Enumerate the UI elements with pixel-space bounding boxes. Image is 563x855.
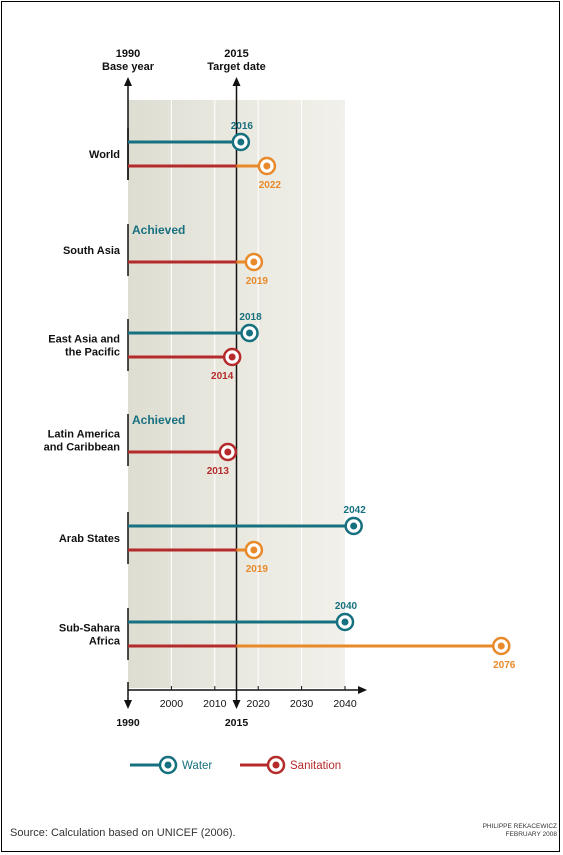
x-axis-start-label: 1990: [116, 717, 140, 729]
region-label: Latin America: [48, 429, 121, 441]
credit-author: PHILIPPE REKACEWICZ: [482, 823, 557, 830]
water-marker-dot: [246, 329, 254, 337]
sanitation-marker-dot: [263, 162, 271, 170]
base-arrow-down: [124, 700, 132, 709]
sanitation-year-label: 2019: [246, 564, 269, 575]
water-marker-dot: [350, 522, 358, 530]
water-status: Achieved: [132, 413, 185, 427]
base-year-value: 1990: [116, 48, 140, 60]
x-tick-label: 2020: [247, 698, 271, 710]
region-label: East Asia and: [48, 334, 120, 346]
water-marker-dot: [237, 138, 245, 146]
sanitation-year-label: 2019: [246, 276, 269, 287]
credit-date: FEBRUARY 2008: [505, 831, 557, 838]
water-year-label: 2042: [344, 505, 367, 516]
sanitation-marker-dot: [250, 258, 258, 266]
region-label: the Pacific: [65, 347, 120, 359]
legend-water-label: Water: [182, 760, 212, 772]
legend-sanitation-label: Sanitation: [290, 760, 341, 772]
x-axis-target-label: 2015: [225, 717, 249, 729]
base-year-label: Base year: [102, 61, 155, 73]
region-label: Sub-Sahara: [59, 623, 121, 635]
target-year-value: 2015: [224, 48, 248, 60]
water-year-label: 2018: [239, 312, 262, 323]
region-label: and Caribbean: [44, 442, 121, 454]
region-label: Arab States: [59, 533, 120, 545]
water-year-label: 2040: [335, 601, 358, 612]
target-year-label: Target date: [207, 61, 265, 73]
sanitation-year-label: 2013: [207, 466, 230, 477]
legend-sanitation-marker-dot: [272, 761, 280, 769]
source-note: Source: Calculation based on UNICEF (200…: [10, 827, 236, 839]
region-label: Africa: [89, 636, 121, 648]
x-tick-label: 2000: [160, 698, 184, 710]
x-tick-label: 2040: [333, 698, 357, 710]
credit: PHILIPPE REKACEWICZ FEBRUARY 2008: [483, 823, 557, 839]
base-arrow-up: [124, 77, 132, 86]
region-label: South Asia: [63, 245, 121, 257]
region-label: World: [89, 149, 120, 161]
target-arrow-up: [232, 77, 241, 86]
target-arrow-down: [232, 700, 241, 709]
x-tick-label: 2010: [203, 698, 227, 710]
x-tick-label: 2030: [290, 698, 314, 710]
legend-water-marker-dot: [164, 761, 172, 769]
sanitation-marker-dot: [250, 546, 258, 554]
sanitation-marker-dot: [228, 353, 236, 361]
water-year-label: 2016: [231, 121, 254, 132]
sanitation-year-label: 2076: [493, 660, 516, 671]
sanitation-year-label: 2014: [211, 371, 234, 382]
sanitation-marker-dot: [497, 642, 505, 650]
sanitation-year-label: 2022: [259, 180, 282, 191]
water-marker-dot: [341, 618, 349, 626]
sanitation-marker-dot: [224, 448, 232, 456]
x-axis-arrow: [358, 686, 368, 694]
water-status: Achieved: [132, 223, 185, 237]
